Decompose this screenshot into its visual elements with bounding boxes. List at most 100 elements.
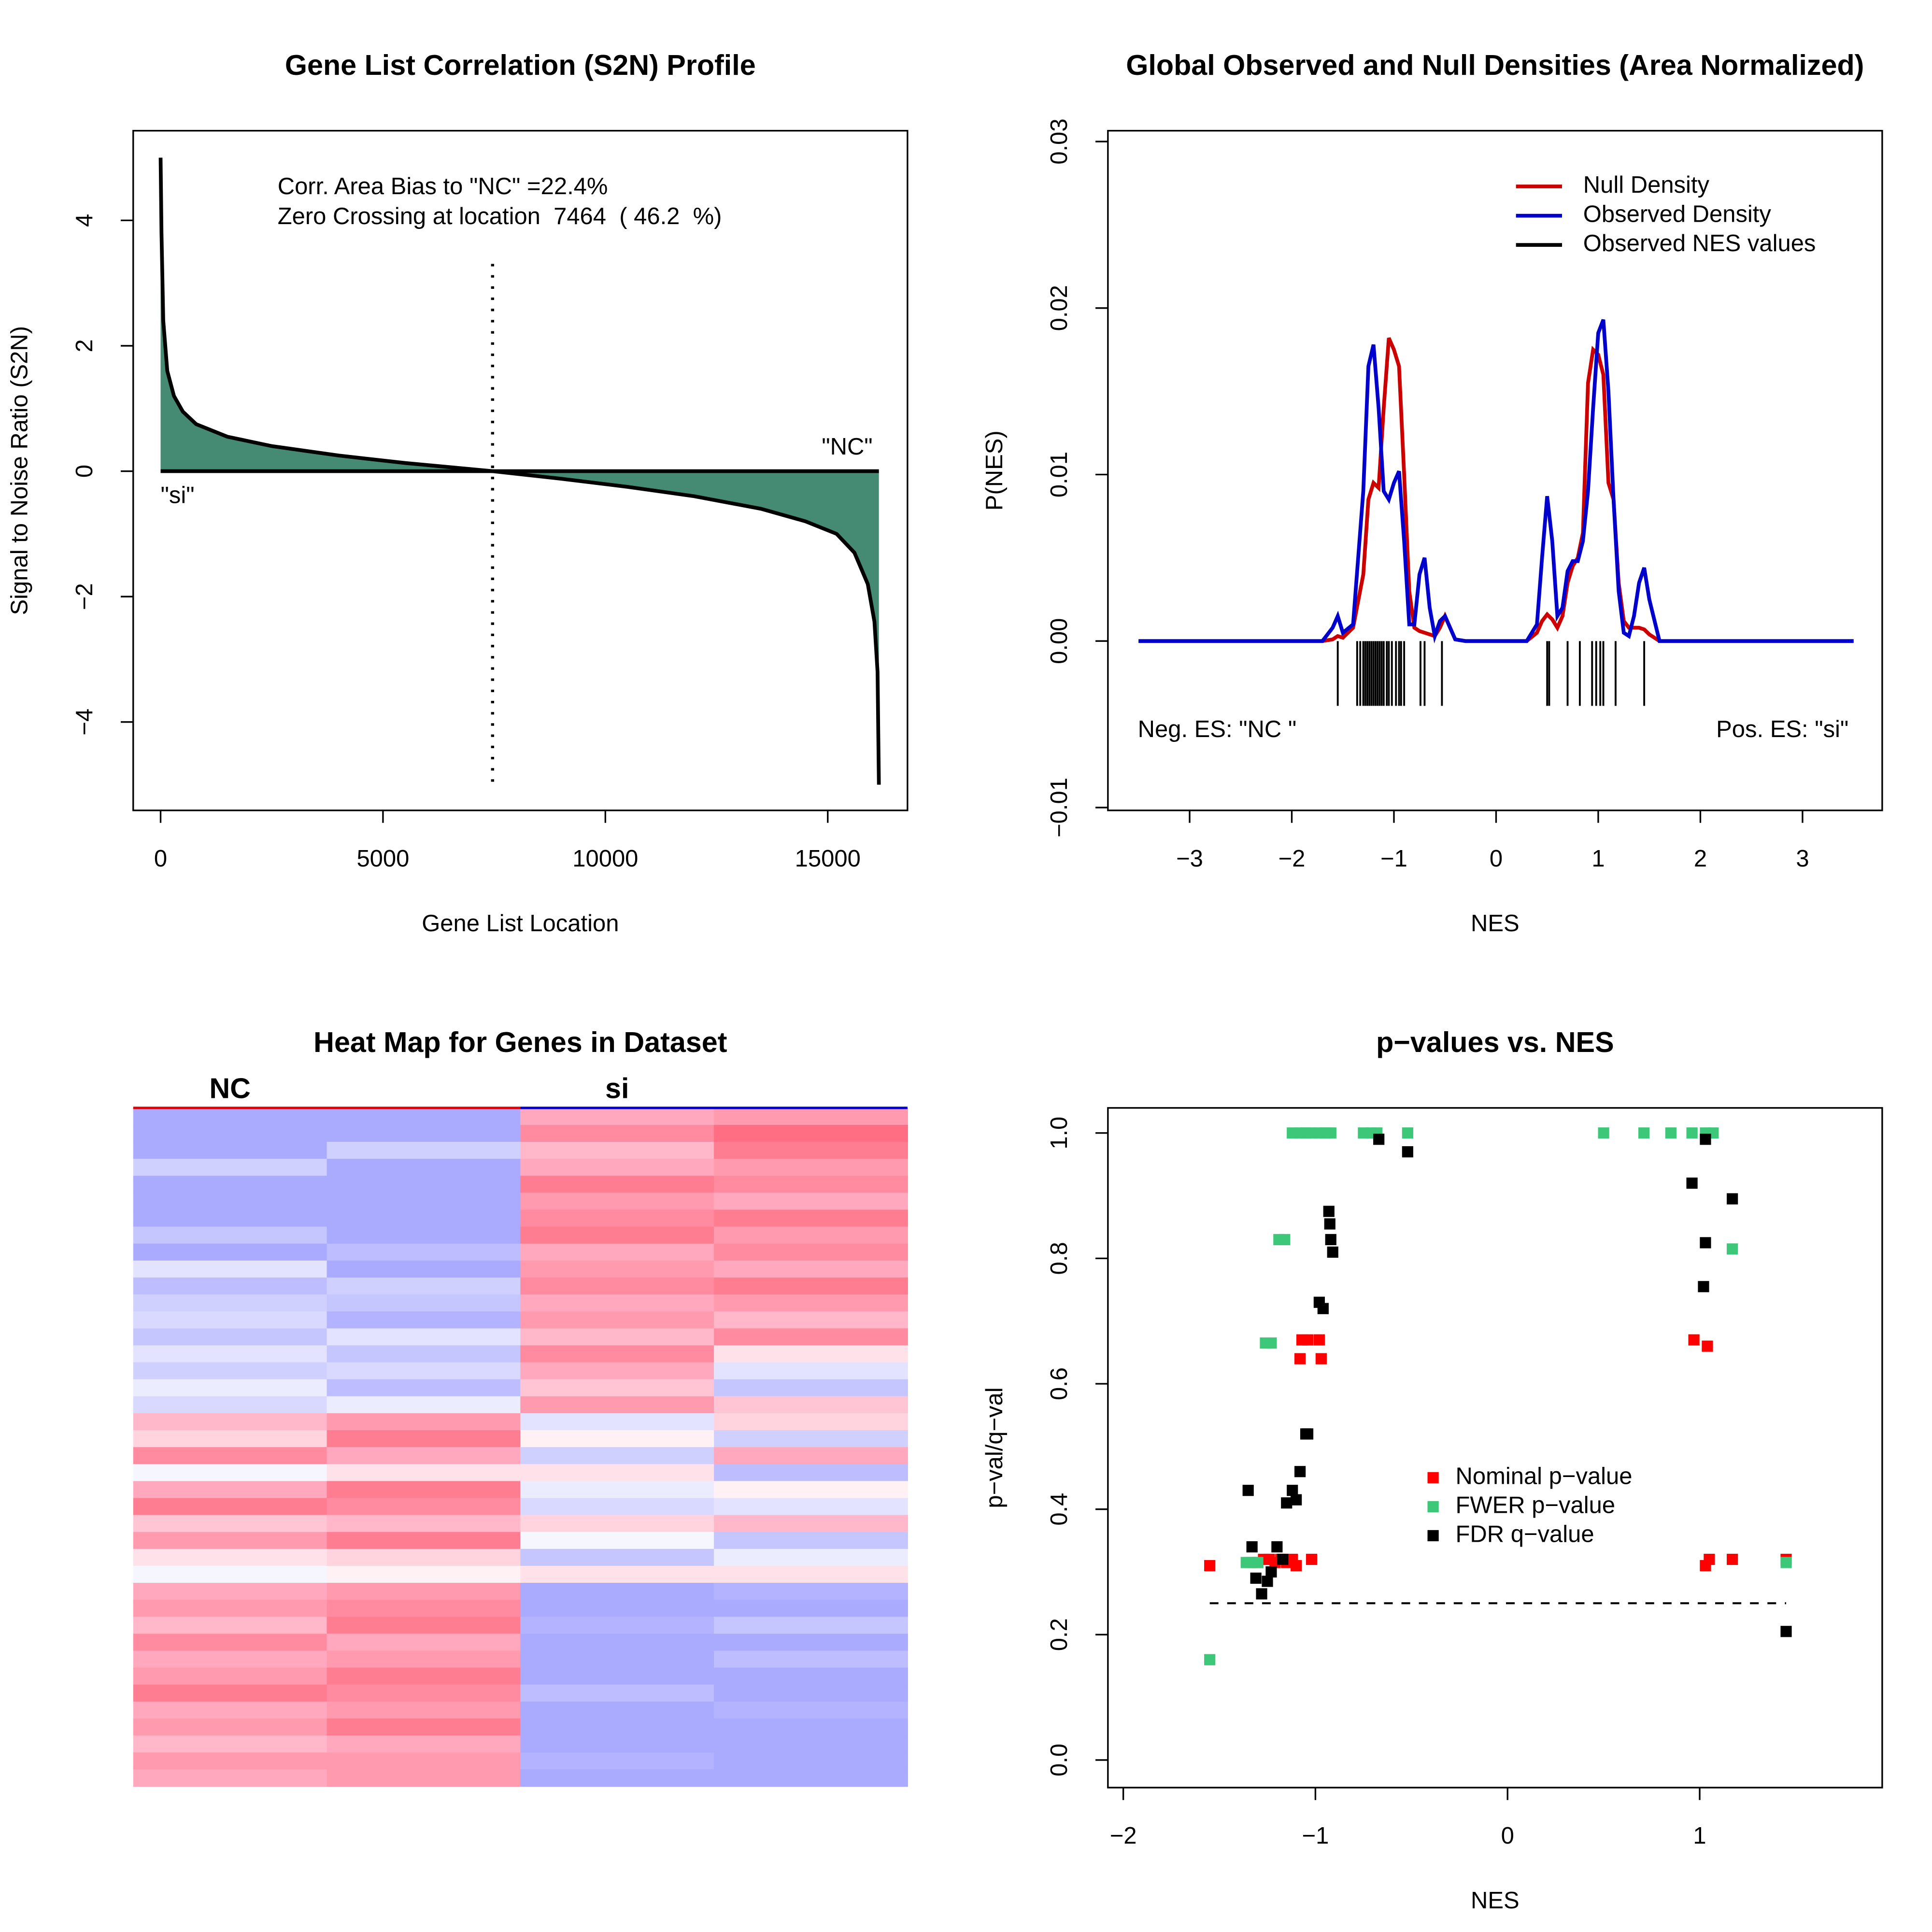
heat-cell: [327, 1379, 521, 1397]
y-tick-label: 0.8: [1046, 1242, 1072, 1275]
heat-cell: [520, 1176, 715, 1193]
heat-cell: [327, 1396, 521, 1414]
heat-cell: [327, 1193, 521, 1210]
heat-cell: [327, 1243, 521, 1261]
heat-cell: [520, 1634, 715, 1651]
heat-cell: [133, 1752, 327, 1770]
point: [1313, 1334, 1325, 1346]
x-axis-label: Gene List Location: [422, 910, 619, 937]
heat-cell: [520, 1583, 715, 1601]
point: [1598, 1127, 1609, 1139]
heat-cell: [327, 1515, 521, 1533]
heat-cell: [327, 1718, 521, 1736]
chart-title: p−values vs. NES: [1376, 1026, 1614, 1058]
point: [1302, 1334, 1314, 1346]
point: [1317, 1303, 1329, 1314]
heat-cell: [133, 1294, 327, 1312]
plot-frame: [1107, 1107, 1883, 1789]
point: [1277, 1553, 1289, 1565]
heat-cell: [133, 1328, 327, 1346]
heat-cell: [520, 1243, 715, 1261]
y-tick-label: 1.0: [1046, 1117, 1072, 1150]
heat-cell: [714, 1650, 908, 1668]
heat-cell: [520, 1277, 715, 1295]
heat-cell: [133, 1650, 327, 1668]
heat-cell: [520, 1345, 715, 1363]
point: [1638, 1127, 1650, 1139]
y-axis-label: Signal to Noise Ratio (S2N): [7, 326, 33, 615]
point: [1246, 1541, 1258, 1553]
point: [1373, 1134, 1385, 1145]
heat-cell: [327, 1498, 521, 1516]
x-tick-label: 2: [1694, 846, 1707, 872]
heat-cell: [133, 1176, 327, 1193]
heat-cell: [133, 1159, 327, 1177]
heat-cell: [327, 1769, 521, 1787]
heat-cell: [133, 1532, 327, 1549]
heat-cell: [714, 1430, 908, 1448]
heat-cell: [714, 1243, 908, 1261]
heat-cell: [714, 1752, 908, 1770]
heat-cell: [327, 1277, 521, 1295]
heat-cell: [520, 1142, 715, 1160]
heat-cell: [133, 1464, 327, 1482]
heat-cell: [133, 1193, 327, 1210]
heat-cell: [327, 1481, 521, 1499]
heat-cell: [327, 1311, 521, 1329]
heat-cell: [714, 1142, 908, 1160]
heat-cell: [520, 1667, 715, 1685]
heat-cell: [714, 1413, 908, 1431]
heat-cell: [520, 1193, 715, 1210]
heat-cell: [133, 1260, 327, 1279]
heat-cell: [520, 1481, 715, 1499]
chart-title: Global Observed and Null Densities (Area…: [1126, 49, 1864, 81]
heat-cell: [520, 1498, 715, 1516]
legend-label: FDR q−value: [1456, 1521, 1594, 1547]
heat-cell: [714, 1379, 908, 1397]
point: [1315, 1353, 1327, 1364]
heat-cell: [714, 1769, 908, 1787]
x-tick-label: 1: [1693, 1823, 1706, 1849]
heat-cell: [133, 1209, 327, 1227]
point: [1262, 1576, 1273, 1587]
point: [1727, 1193, 1738, 1205]
heat-cell: [520, 1396, 715, 1414]
heat-cell: [714, 1515, 908, 1533]
heat-cell: [133, 1430, 327, 1448]
heat-cell: [520, 1430, 715, 1448]
point: [1688, 1334, 1700, 1346]
y-tick-label: 0.2: [1046, 1618, 1072, 1651]
point: [1265, 1337, 1277, 1349]
x-axis-label: NES: [1471, 1888, 1520, 1914]
heat-cell: [133, 1379, 327, 1397]
legend-label: FWER p−value: [1456, 1492, 1616, 1518]
heat-cell: [520, 1650, 715, 1668]
heat-cell: [714, 1498, 908, 1516]
y-tick-label: 0.4: [1046, 1493, 1072, 1526]
heat-cell: [520, 1209, 715, 1227]
annotation: Zero Crossing at location 7464 ( 46.2 %): [278, 203, 722, 229]
point: [1302, 1428, 1314, 1440]
heat-cell: [327, 1532, 521, 1549]
heat-cell: [327, 1600, 521, 1618]
legend-label: Nominal p−value: [1456, 1463, 1633, 1489]
heat-cell: [133, 1600, 327, 1618]
y-tick-label: 0: [71, 465, 98, 478]
heat-cell: [520, 1413, 715, 1431]
heat-cell: [327, 1159, 521, 1177]
heat-cell: [133, 1396, 327, 1414]
x-tick-label: 0: [154, 846, 167, 872]
point: [1306, 1553, 1318, 1565]
point: [1287, 1485, 1298, 1496]
heat-cell: [133, 1515, 327, 1533]
heat-cell: [714, 1532, 908, 1549]
point: [1702, 1340, 1713, 1352]
point: [1686, 1177, 1698, 1189]
heat-cell: [520, 1379, 715, 1397]
annotation: Neg. ES: "NC ": [1138, 716, 1297, 742]
y-tick-label: 0.0: [1046, 1744, 1072, 1776]
x-tick-label: −1: [1302, 1823, 1329, 1849]
heat-cell: [714, 1735, 908, 1753]
point: [1704, 1553, 1715, 1565]
heat-cell: [714, 1260, 908, 1279]
